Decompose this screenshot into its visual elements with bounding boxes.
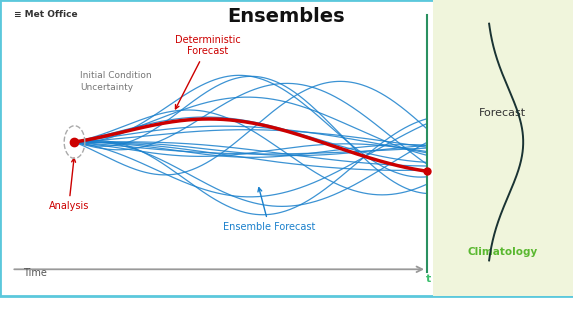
FancyBboxPatch shape xyxy=(433,0,573,296)
Text: ≡ Met Office: ≡ Met Office xyxy=(14,10,78,19)
Text: Ensemble Forecast: Ensemble Forecast xyxy=(223,188,315,232)
Text: www.metoffice.gov.uk: www.metoffice.gov.uk xyxy=(9,307,93,316)
Text: Initial Condition
Uncertainty: Initial Condition Uncertainty xyxy=(80,71,152,92)
Text: Climatology: Climatology xyxy=(468,248,538,257)
Text: Ensembles: Ensembles xyxy=(227,8,346,26)
Text: Ensemble Schematic: Ensemble Schematic xyxy=(246,307,327,316)
Text: Analysis: Analysis xyxy=(49,158,89,211)
Text: Time: Time xyxy=(23,268,47,278)
Text: Deterministic
Forecast: Deterministic Forecast xyxy=(175,35,241,109)
Text: t: t xyxy=(426,274,431,284)
Text: © Crown Copyright 2024, Met Office: © Crown Copyright 2024, Met Office xyxy=(425,307,564,316)
Text: Forecast: Forecast xyxy=(479,108,527,118)
